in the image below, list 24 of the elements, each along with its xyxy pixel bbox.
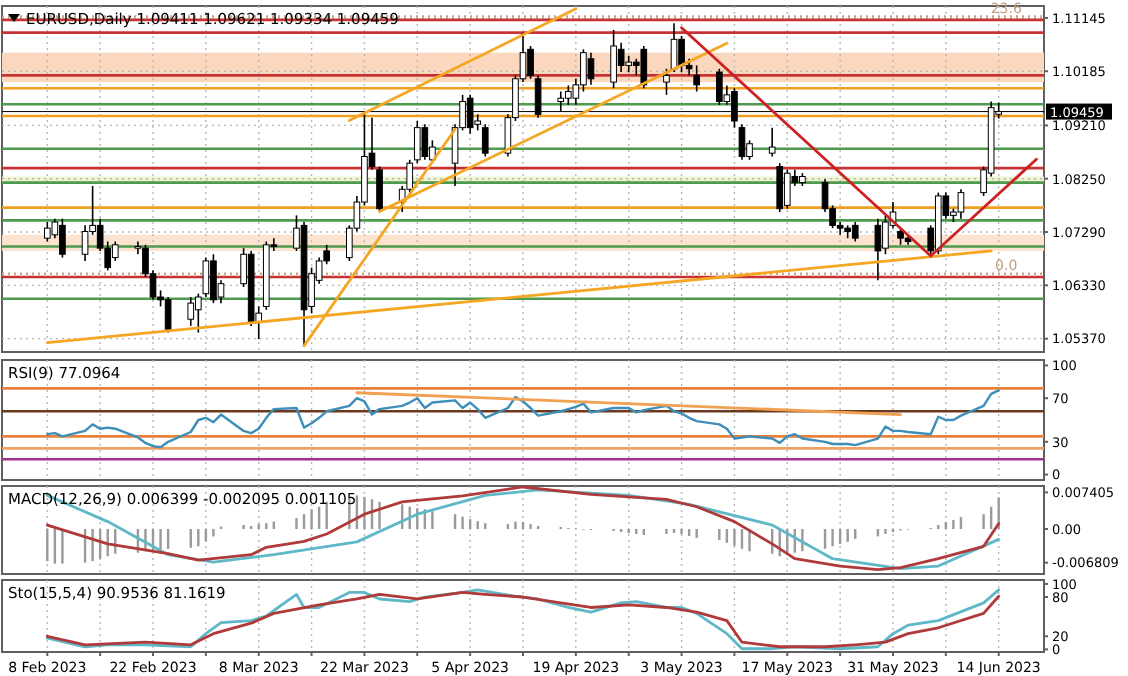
candlestick <box>481 123 489 158</box>
candlestick <box>776 162 784 213</box>
candlestick <box>783 169 791 210</box>
candlestick <box>663 67 670 96</box>
candlestick <box>111 240 119 262</box>
candlestick <box>187 296 195 327</box>
candlestick <box>587 51 595 86</box>
candlestick <box>874 217 882 282</box>
candlestick <box>421 123 429 161</box>
candlestick <box>413 120 421 164</box>
candlestick <box>957 188 965 220</box>
candlestick <box>851 221 859 243</box>
candlestick <box>693 64 700 93</box>
candlestick <box>678 35 685 73</box>
candlestick <box>164 296 172 334</box>
candlestick <box>210 253 217 304</box>
candlestick <box>715 67 723 106</box>
candlestick <box>640 45 648 89</box>
candlestick <box>564 84 572 106</box>
candlestick <box>768 126 776 158</box>
candlestick <box>610 29 617 89</box>
candlestick <box>43 221 51 243</box>
candlestick <box>59 217 66 259</box>
line-series <box>46 389 1000 449</box>
